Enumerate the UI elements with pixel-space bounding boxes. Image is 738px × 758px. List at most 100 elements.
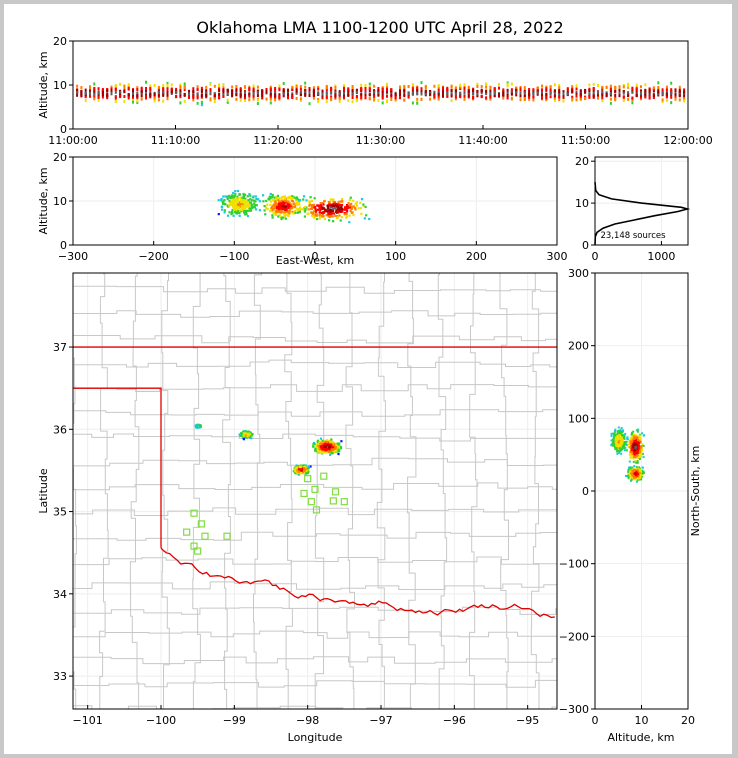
source-mark: [93, 87, 96, 90]
ew-source-mark: [307, 200, 310, 203]
source-mark: [485, 96, 488, 100]
ew-height-ylabel: Altitude, km: [37, 167, 50, 234]
ew-source-mark: [217, 199, 220, 202]
source-mark: [325, 92, 328, 96]
source-mark: [373, 90, 376, 94]
source-mark: [338, 99, 341, 103]
source-mark: [579, 96, 582, 100]
source-mark: [390, 88, 393, 92]
source-mark: [265, 97, 268, 101]
ew-source-mark: [311, 211, 314, 214]
source-mark: [97, 87, 100, 91]
county-line: [73, 409, 557, 417]
source-mark: [149, 88, 152, 92]
map-source-mark: [317, 442, 320, 445]
source-mark: [278, 96, 281, 100]
time-axis-label: 11:30:00: [356, 134, 405, 147]
source-mark: [252, 97, 255, 101]
ew-source-mark: [253, 206, 256, 209]
ew-source-mark: [278, 208, 281, 211]
ew-source-mark: [266, 208, 269, 211]
ew-source-mark: [223, 209, 226, 212]
ew-source-mark: [332, 208, 335, 211]
ns-source-mark: [621, 446, 624, 449]
source-mark: [644, 89, 647, 93]
map-source-mark: [241, 433, 244, 436]
source-mark: [287, 90, 289, 94]
ns-source-mark: [630, 446, 633, 449]
source-mark: [545, 96, 548, 100]
source-mark: [89, 89, 91, 93]
ew-source-mark: [328, 208, 331, 211]
source-mark: [381, 88, 384, 92]
ew-source-mark: [273, 198, 276, 201]
source-mark: [665, 98, 668, 102]
ns-source-mark: [637, 473, 639, 476]
ew-source-mark: [231, 208, 234, 212]
source-mark: [377, 87, 380, 90]
source-mark: [627, 84, 630, 88]
ns-source-mark: [642, 470, 645, 473]
ew-source-mark: [264, 213, 267, 216]
source-mark: [506, 88, 509, 92]
source-mark: [506, 91, 509, 95]
source-mark: [235, 97, 238, 101]
ew-source-mark: [269, 210, 272, 213]
station-marker: [307, 498, 315, 506]
source-mark: [562, 90, 565, 94]
ns-source-mark: [610, 432, 613, 435]
ew-source-mark: [334, 214, 337, 217]
ew-source-mark: [318, 217, 321, 220]
source-mark: [657, 81, 660, 85]
source-mark: [347, 93, 350, 97]
ew-source-mark: [220, 205, 223, 208]
source-mark: [76, 93, 79, 97]
source-mark: [558, 88, 561, 92]
time-axis-label: 11:20:00: [253, 134, 302, 147]
ns-source-mark: [631, 439, 634, 442]
source-mark: [661, 100, 664, 103]
ew-source-mark: [305, 199, 308, 202]
ns-source-mark: [610, 439, 613, 442]
ew-source-mark: [280, 211, 283, 214]
ns-source-mark: [629, 473, 632, 476]
ns-alt-axis-label: 10: [635, 714, 649, 727]
ns-source-mark: [629, 454, 632, 457]
source-mark: [609, 87, 612, 91]
map-source-mark: [322, 443, 325, 446]
source-mark: [472, 92, 475, 95]
source-mark: [532, 88, 535, 92]
ns-axis-label: 200: [568, 340, 589, 353]
ew-source-mark: [286, 214, 289, 217]
ew-source-mark: [274, 202, 277, 205]
ew-axis-label: −300: [58, 250, 88, 263]
ew-source-mark: [291, 195, 294, 198]
ew-source-mark: [253, 204, 257, 207]
ns-source-mark: [629, 442, 632, 445]
ns-source-mark: [623, 434, 626, 437]
ns-source-mark: [633, 453, 636, 456]
ew-source-mark: [338, 207, 341, 210]
ew-source-mark: [313, 216, 316, 219]
source-mark: [437, 97, 440, 101]
source-mark: [218, 87, 221, 91]
source-mark: [179, 101, 182, 105]
source-mark: [252, 87, 255, 91]
source-mark: [330, 95, 333, 99]
source-mark: [485, 89, 488, 93]
ew-source-mark: [220, 197, 223, 201]
source-mark: [162, 84, 165, 88]
source-mark: [553, 96, 556, 100]
ns-source-mark: [638, 434, 641, 437]
ns-alt-axis-label: 20: [681, 714, 695, 727]
source-mark: [136, 88, 139, 92]
station-marker: [340, 498, 348, 506]
source-mark: [343, 84, 345, 88]
source-mark: [592, 89, 595, 93]
ew-source-mark: [251, 204, 254, 208]
map-source-mark: [322, 448, 325, 451]
map-source-mark: [325, 440, 328, 444]
hist-alt-axis-label: 0: [582, 239, 589, 252]
ew-source-mark: [233, 195, 236, 198]
source-mark: [373, 97, 376, 101]
